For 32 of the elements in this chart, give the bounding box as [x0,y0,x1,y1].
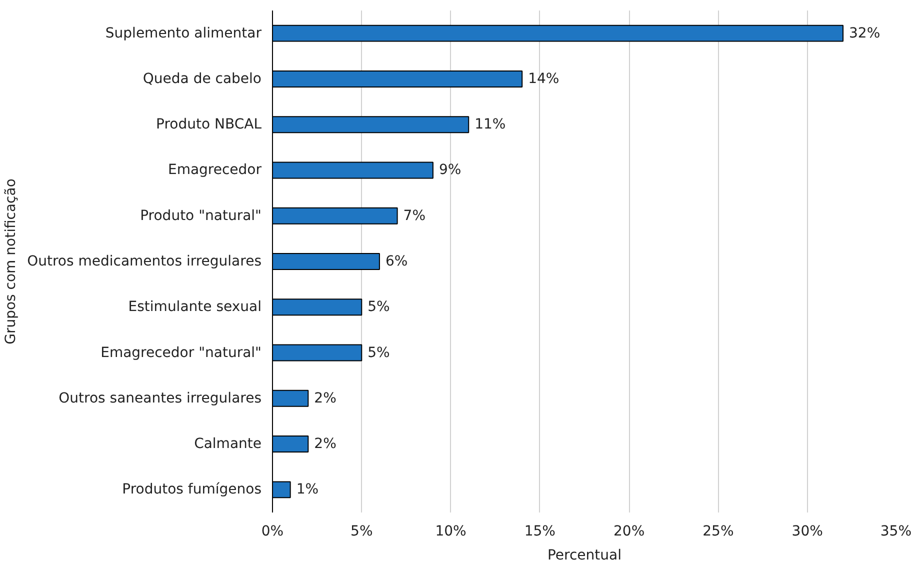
data-label: 1% [296,482,319,498]
y-tick-label: Estimulante sexual [128,299,262,316]
data-label: 14% [528,70,560,87]
data-label: 6% [385,254,408,270]
x-tick-label: 10% [435,524,466,540]
x-tick-label: 25% [702,524,734,540]
y-tick-label: Calmante [194,436,262,452]
y-axis-title: Grupos com notificação [3,178,20,344]
y-tick-label: Produtos fumígenos [122,482,262,498]
y-tick-label: Suplemento alimentar [105,25,262,42]
y-tick-label: Outros saneantes irregulares [58,390,262,406]
data-label: 2% [314,390,336,406]
data-label: 5% [368,344,390,361]
x-tick-label: 5% [350,524,373,540]
data-label: 11% [474,116,506,133]
data-label: 32% [849,25,880,42]
y-tick-label: Emagrecedor "natural" [100,344,262,361]
x-tick-label: 35% [880,524,911,540]
x-tick-label: 30% [792,524,823,540]
x-tick-label: 0% [261,524,284,540]
x-tick-label: 20% [614,524,645,540]
x-axis-title: Percentual [547,548,622,564]
y-tick-label: Emagrecedor [168,162,262,178]
y-tick-label: Produto NBCAL [156,116,262,133]
y-tick-label: Produto "natural" [140,208,262,224]
y-tick-label: Queda de cabelo [142,70,262,87]
data-label: 7% [403,208,426,224]
data-label: 5% [368,299,390,316]
data-label: 2% [314,436,336,452]
y-tick-label: Outros medicamentos irregulares [27,254,262,270]
data-label: 9% [438,162,462,178]
x-tick-label: 15% [524,524,556,540]
